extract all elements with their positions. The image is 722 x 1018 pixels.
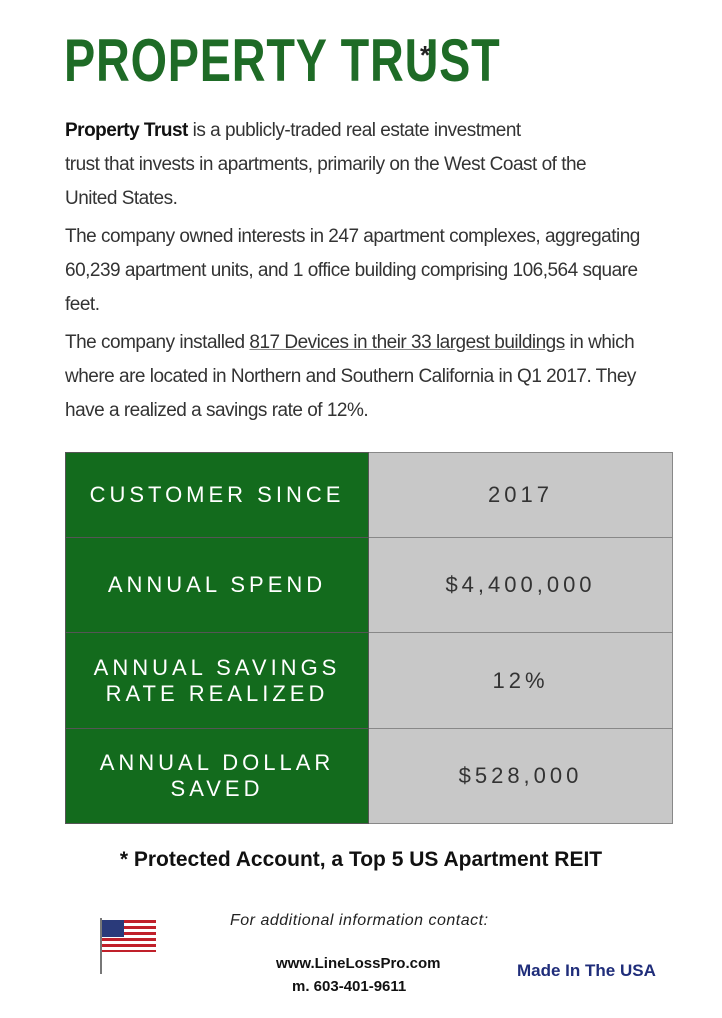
text-line: The company installed 817 Devices in the… [65, 326, 636, 360]
text-line: have a realized a savings rate of 12%. [65, 400, 369, 421]
text-line: trust that invests in apartments, primar… [65, 154, 587, 175]
row-value: 2017 [368, 452, 673, 538]
stats-table: CUSTOMER SINCE 2017 ANNUAL SPEND $4,400,000… [65, 452, 673, 824]
phone: m. 603-401-9611 [292, 978, 407, 995]
contact-label: For additional information contact: [230, 912, 489, 929]
table-row: CUSTOMER SINCE 2017 [65, 452, 673, 538]
paragraph: The company installed 817 Devices in the… [65, 326, 636, 428]
row-value: 12% [368, 632, 673, 729]
text-line: Property Trust is a publicly-traded real… [65, 114, 586, 148]
table-row: ANNUAL SAVINGS RATE REALIZED 12% [65, 632, 673, 729]
label-line: CUSTOMER SINCE [89, 482, 345, 507]
label-line: ANNUAL DOLLAR SAVED [99, 750, 335, 801]
label-line: ANNUAL SAVINGS [93, 654, 341, 680]
label-line: ANNUAL SPEND [107, 572, 327, 597]
row-label: ANNUAL SPEND [65, 537, 369, 633]
text-line: where are located in Northern and Southe… [65, 366, 636, 387]
row-label: ANNUAL SAVINGS RATE REALIZED [65, 632, 369, 729]
footnote: * Protected Account, a Top 5 US Apartmen… [119, 848, 603, 871]
made-in: Made In The USA [517, 961, 656, 980]
website: www.LineLossPro.com [276, 955, 441, 972]
label-line: RATE REALIZED [105, 680, 329, 706]
text-line: The company owned interests in 247 apart… [65, 226, 640, 247]
table-row: ANNUAL DOLLAR SAVED $528,000 [65, 728, 673, 824]
text-line: United States. [65, 188, 178, 209]
text: The company installed [65, 332, 250, 353]
text-line: 60,239 apartment units, and 1 office bui… [65, 260, 638, 281]
company-name: Property Trust [65, 120, 188, 141]
title: PROPERTY TRUST [64, 27, 501, 94]
us-flag [100, 918, 156, 974]
highlight: 817 Devices in their 33 largest building… [249, 332, 565, 353]
text: in which [564, 332, 635, 353]
row-label: CUSTOMER SINCE [65, 452, 369, 538]
row-value: $4,400,000 [368, 537, 673, 633]
title-marker: * [420, 40, 431, 70]
text: is a publicly-traded real estate investm… [187, 120, 522, 141]
table-row: ANNUAL SPEND $4,400,000 [65, 537, 673, 633]
row-label: ANNUAL DOLLAR SAVED [65, 728, 369, 824]
paragraph: The company owned interests in 247 apart… [65, 220, 640, 322]
text-line: feet. [65, 294, 100, 315]
row-value: $528,000 [368, 728, 673, 824]
paragraph: Property Trust is a publicly-traded real… [65, 114, 587, 216]
